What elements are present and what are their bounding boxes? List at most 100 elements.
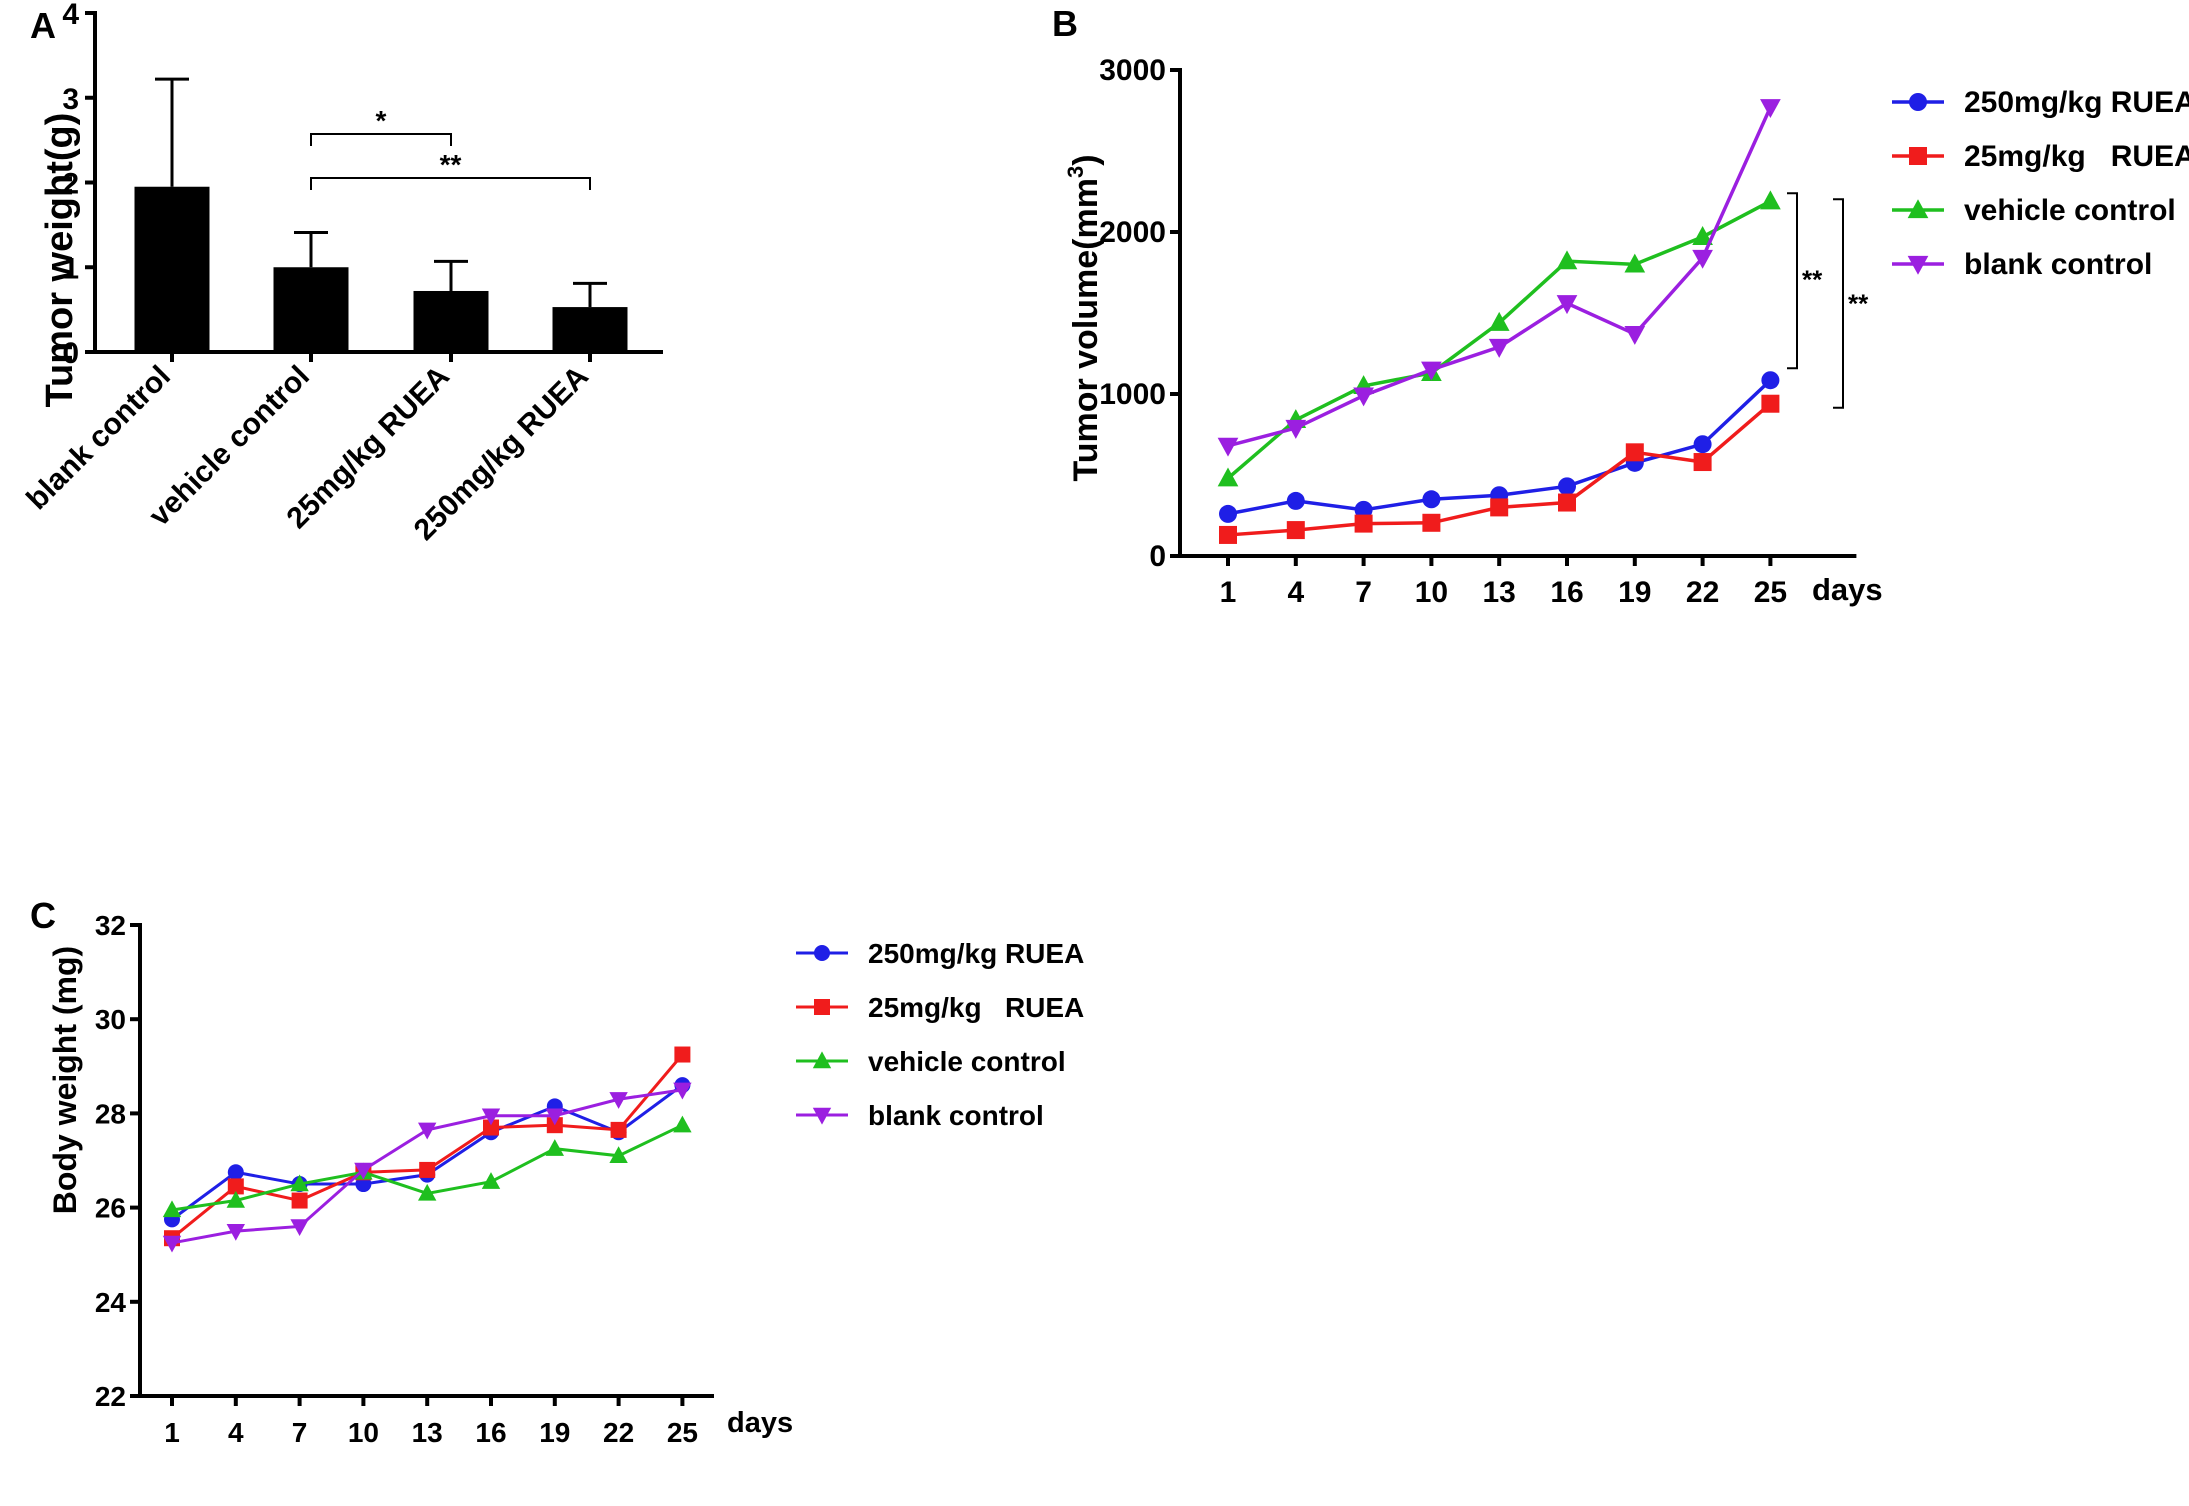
panel-c-x-tick-label: 25	[667, 1417, 698, 1448]
panel-b-y-axis-label: Tumor volume(mm3)	[1063, 154, 1105, 481]
panel-b-point-vehicle-control	[1692, 226, 1713, 245]
panel-c-y-tick-label: 24	[95, 1287, 127, 1318]
panel-c-y-tick-label: 22	[95, 1381, 126, 1412]
panel-c-point-vehicle-control	[418, 1183, 437, 1201]
panel-b-point-blank-control	[1421, 361, 1442, 381]
panel-c-point-blank-control	[162, 1235, 182, 1253]
panel-c-point-blank-control	[418, 1122, 437, 1140]
panel-c-y-tick-label: 28	[95, 1098, 126, 1129]
panel-b-point-blank-control	[1624, 325, 1646, 345]
panel-c-x-tick-label: 7	[292, 1417, 308, 1448]
panel-b-point-25mg-kg-ruea	[1354, 514, 1373, 533]
panel-c-point-vehicle-control	[290, 1174, 309, 1192]
panel-b-x-tick-label: 7	[1355, 576, 1372, 609]
panel-b-y-tick-label: 3000	[1099, 54, 1166, 87]
panel-b-x-tick-label: 4	[1287, 576, 1304, 609]
panel-c-point-vehicle-control	[481, 1172, 501, 1189]
panel-a-y-tick-label: 3	[62, 83, 79, 116]
panel-b-x-axis-label: days	[1812, 572, 1883, 607]
panel-b-point-25mg-kg-ruea	[1558, 493, 1576, 512]
panel-c-x-tick-label: 4	[228, 1417, 244, 1448]
panel-c-point-25mg-kg-ruea	[610, 1121, 627, 1138]
panel-b-legend-marker	[1907, 199, 1929, 219]
panel-b-point-vehicle-control	[1624, 253, 1646, 273]
panel-c-point-25mg-kg-ruea	[419, 1161, 436, 1178]
bar-blank-control	[134, 186, 210, 352]
panel-b-point-250mg-kg-ruea	[1693, 435, 1712, 454]
panel-b-point-blank-control	[1760, 99, 1781, 119]
panel-a-significance-bracket	[310, 133, 452, 146]
panel-a-y-tick-label: 1	[62, 252, 79, 285]
panel-c-point-25mg-kg-ruea	[674, 1046, 691, 1063]
panel-b-legend-label: 250mg/kg RUEA	[1964, 86, 2189, 119]
bar-25mg-kg-ruea	[413, 290, 489, 352]
panel-b-legend-marker	[1909, 93, 1927, 111]
panel-c-line-chart: Body weight (mg) days 22 24 26 28 30 32 1 4 7 10 1…	[47, 910, 1084, 1448]
panel-b-point-blank-control	[1488, 338, 1510, 358]
panel-c-x-tick-label: 10	[348, 1417, 379, 1448]
panel-b-point-vehicle-control	[1556, 250, 1578, 270]
panel-b-x-tick-label: 16	[1550, 576, 1583, 609]
panel-b-point-250mg-kg-ruea	[1219, 504, 1237, 523]
panel-a-significance-label: **	[440, 149, 462, 180]
panel-b-legend-label: 25mg/kg RUEA	[1964, 140, 2189, 173]
panel-b-point-blank-control	[1285, 419, 1307, 439]
panel-b-x-tick-label: 22	[1686, 576, 1719, 609]
panel-c-point-blank-control	[354, 1162, 373, 1180]
panel-c-legend-marker	[812, 1107, 832, 1125]
panel-c-legend-label: 25mg/kg RUEA	[868, 992, 1084, 1023]
panel-c-point-vehicle-control	[162, 1200, 182, 1218]
panel-c-series-line-25mg-kg-ruea	[171, 1053, 684, 1240]
panel-b-significance-bracket	[1833, 198, 1844, 409]
panel-b-legend-marker	[1909, 147, 1927, 165]
panel-b-point-250mg-kg-ruea	[1286, 491, 1305, 510]
panel-c-y-axis-label: Body weight (mg)	[47, 946, 83, 1214]
panel-b-point-vehicle-control	[1760, 190, 1781, 210]
panel-a-significance-bracket	[310, 177, 591, 190]
panel-b-y-tick-label: 1000	[1099, 378, 1166, 411]
panel-a-y-axis-label: Tumor weight(g)	[39, 113, 81, 408]
panel-b-point-vehicle-control	[1488, 311, 1510, 331]
panel-b-point-blank-control	[1217, 437, 1239, 457]
panel-c-point-vehicle-control	[673, 1115, 692, 1133]
panel-c-x-axis-label: days	[727, 1407, 793, 1439]
panel-c-x-tick-label: 1	[164, 1417, 180, 1448]
panel-a-significance-label: *	[376, 105, 387, 136]
panel-c-legend-label: blank control	[868, 1100, 1044, 1131]
panel-b-x-tick-label: 19	[1618, 576, 1651, 609]
panel-b-significance-label: **	[1802, 265, 1823, 295]
panel-b-point-25mg-kg-ruea	[1490, 498, 1509, 517]
panel-c-y-tick-label: 30	[95, 1004, 126, 1035]
panel-c-legend-marker	[812, 1051, 832, 1069]
panel-letter-a: A	[30, 5, 56, 46]
panel-c-point-blank-control	[226, 1223, 245, 1241]
bar-250mg-kg-ruea	[552, 307, 628, 352]
panel-c-x-tick-label: 16	[475, 1417, 506, 1448]
panel-c-x-tick-label: 22	[603, 1417, 634, 1448]
panel-c-x-tick-label: 13	[412, 1417, 443, 1448]
panel-b-point-250mg-kg-ruea	[1558, 477, 1576, 496]
panel-c-x-tick-label: 19	[539, 1417, 570, 1448]
panel-c-point-25mg-kg-ruea	[483, 1119, 499, 1136]
panel-b-series-line-blank-control	[1227, 106, 1772, 448]
panel-b-y-tick-label: 2000	[1099, 216, 1166, 249]
panel-b-point-vehicle-control	[1217, 467, 1239, 487]
panel-b-x-tick-label: 10	[1415, 576, 1448, 609]
panel-b-point-25mg-kg-ruea	[1219, 525, 1237, 544]
panel-b-legend-marker	[1907, 255, 1929, 275]
panel-c-point-blank-control	[545, 1108, 564, 1126]
panel-c-point-blank-control	[609, 1092, 628, 1109]
panel-c-point-blank-control	[290, 1219, 309, 1237]
panel-c-point-blank-control	[673, 1082, 692, 1100]
panel-b-legend-label: blank control	[1964, 248, 2152, 281]
panel-c-legend-marker	[814, 999, 830, 1015]
panel-b-point-250mg-kg-ruea	[1354, 500, 1373, 519]
panel-c-point-vehicle-control	[609, 1146, 628, 1163]
panel-b-point-25mg-kg-ruea	[1422, 513, 1441, 532]
panel-b-y-tick-label: 0	[1149, 540, 1166, 573]
panel-c-point-25mg-kg-ruea	[227, 1178, 244, 1195]
panel-b-point-blank-control	[1692, 249, 1713, 269]
panel-c-point-250mg-kg-ruea	[227, 1164, 244, 1181]
